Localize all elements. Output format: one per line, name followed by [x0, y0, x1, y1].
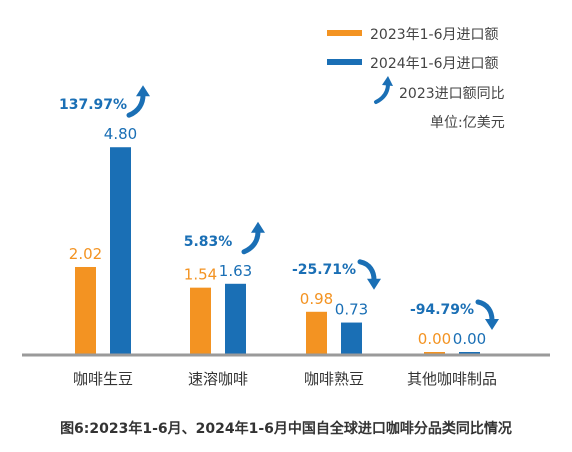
bar-2023-0 [75, 266, 96, 354]
bar-2024-1 [225, 283, 246, 354]
bar-2024-3 [459, 352, 480, 354]
value-label-2023-2: 0.98 [300, 290, 333, 308]
growth-label-0: 137.97% [59, 97, 127, 113]
bar-2023-3 [424, 352, 445, 354]
figure-caption: 图6:2023年1-6月、2024年1-6月中国自全球进口咖啡分品类同比情况 [60, 420, 512, 437]
value-label-2023-1: 1.54 [184, 266, 217, 284]
bar-2023-2 [306, 311, 327, 354]
growth-label-1: 5.83% [184, 234, 233, 250]
legend-swatch-2024 [327, 59, 362, 65]
legend: 2023年1-6月进口额 2024年1-6月进口额 2023进口额同比 单位:亿… [327, 27, 505, 131]
growth-arrow-icon-1 [241, 221, 265, 255]
growth-arrow-icon-2 [357, 259, 381, 290]
bar-2024-0 [110, 147, 131, 354]
bar-2024-2 [341, 322, 362, 354]
value-label-2024-3: 0.00 [453, 330, 486, 348]
legend-label-2023: 2023年1-6月进口额 [370, 27, 499, 43]
category-label-3: 其他咖啡制品 [407, 370, 497, 388]
growth-label-2: -25.71% [292, 262, 356, 278]
bar-2023-1 [190, 287, 211, 354]
value-label-2023-3: 0.00 [418, 330, 451, 348]
legend-growth-arrow-icon [374, 76, 393, 104]
legend-label-growth: 2023进口额同比 [399, 86, 505, 102]
growth-arrow-icon-3 [475, 299, 499, 330]
bars-layer: 2.02 4.80 137.97% 咖啡生豆 1.54 1.63 5.83% 速溶咖啡 0.98… [59, 85, 499, 388]
value-label-2024-0: 4.80 [104, 125, 137, 143]
value-label-2024-2: 0.73 [335, 301, 368, 319]
value-label-2024-1: 1.63 [219, 262, 252, 280]
growth-arrow-icon-0 [126, 85, 150, 118]
category-label-0: 咖啡生豆 [73, 370, 133, 388]
legend-label-2024: 2024年1-6月进口额 [370, 56, 499, 72]
growth-label-3: -94.79% [410, 302, 474, 318]
category-label-1: 速溶咖啡 [188, 370, 248, 388]
category-label-2: 咖啡熟豆 [304, 370, 364, 388]
value-label-2023-0: 2.02 [69, 245, 102, 263]
legend-swatch-2023 [327, 30, 362, 36]
unit-label: 单位:亿美元 [430, 115, 505, 131]
